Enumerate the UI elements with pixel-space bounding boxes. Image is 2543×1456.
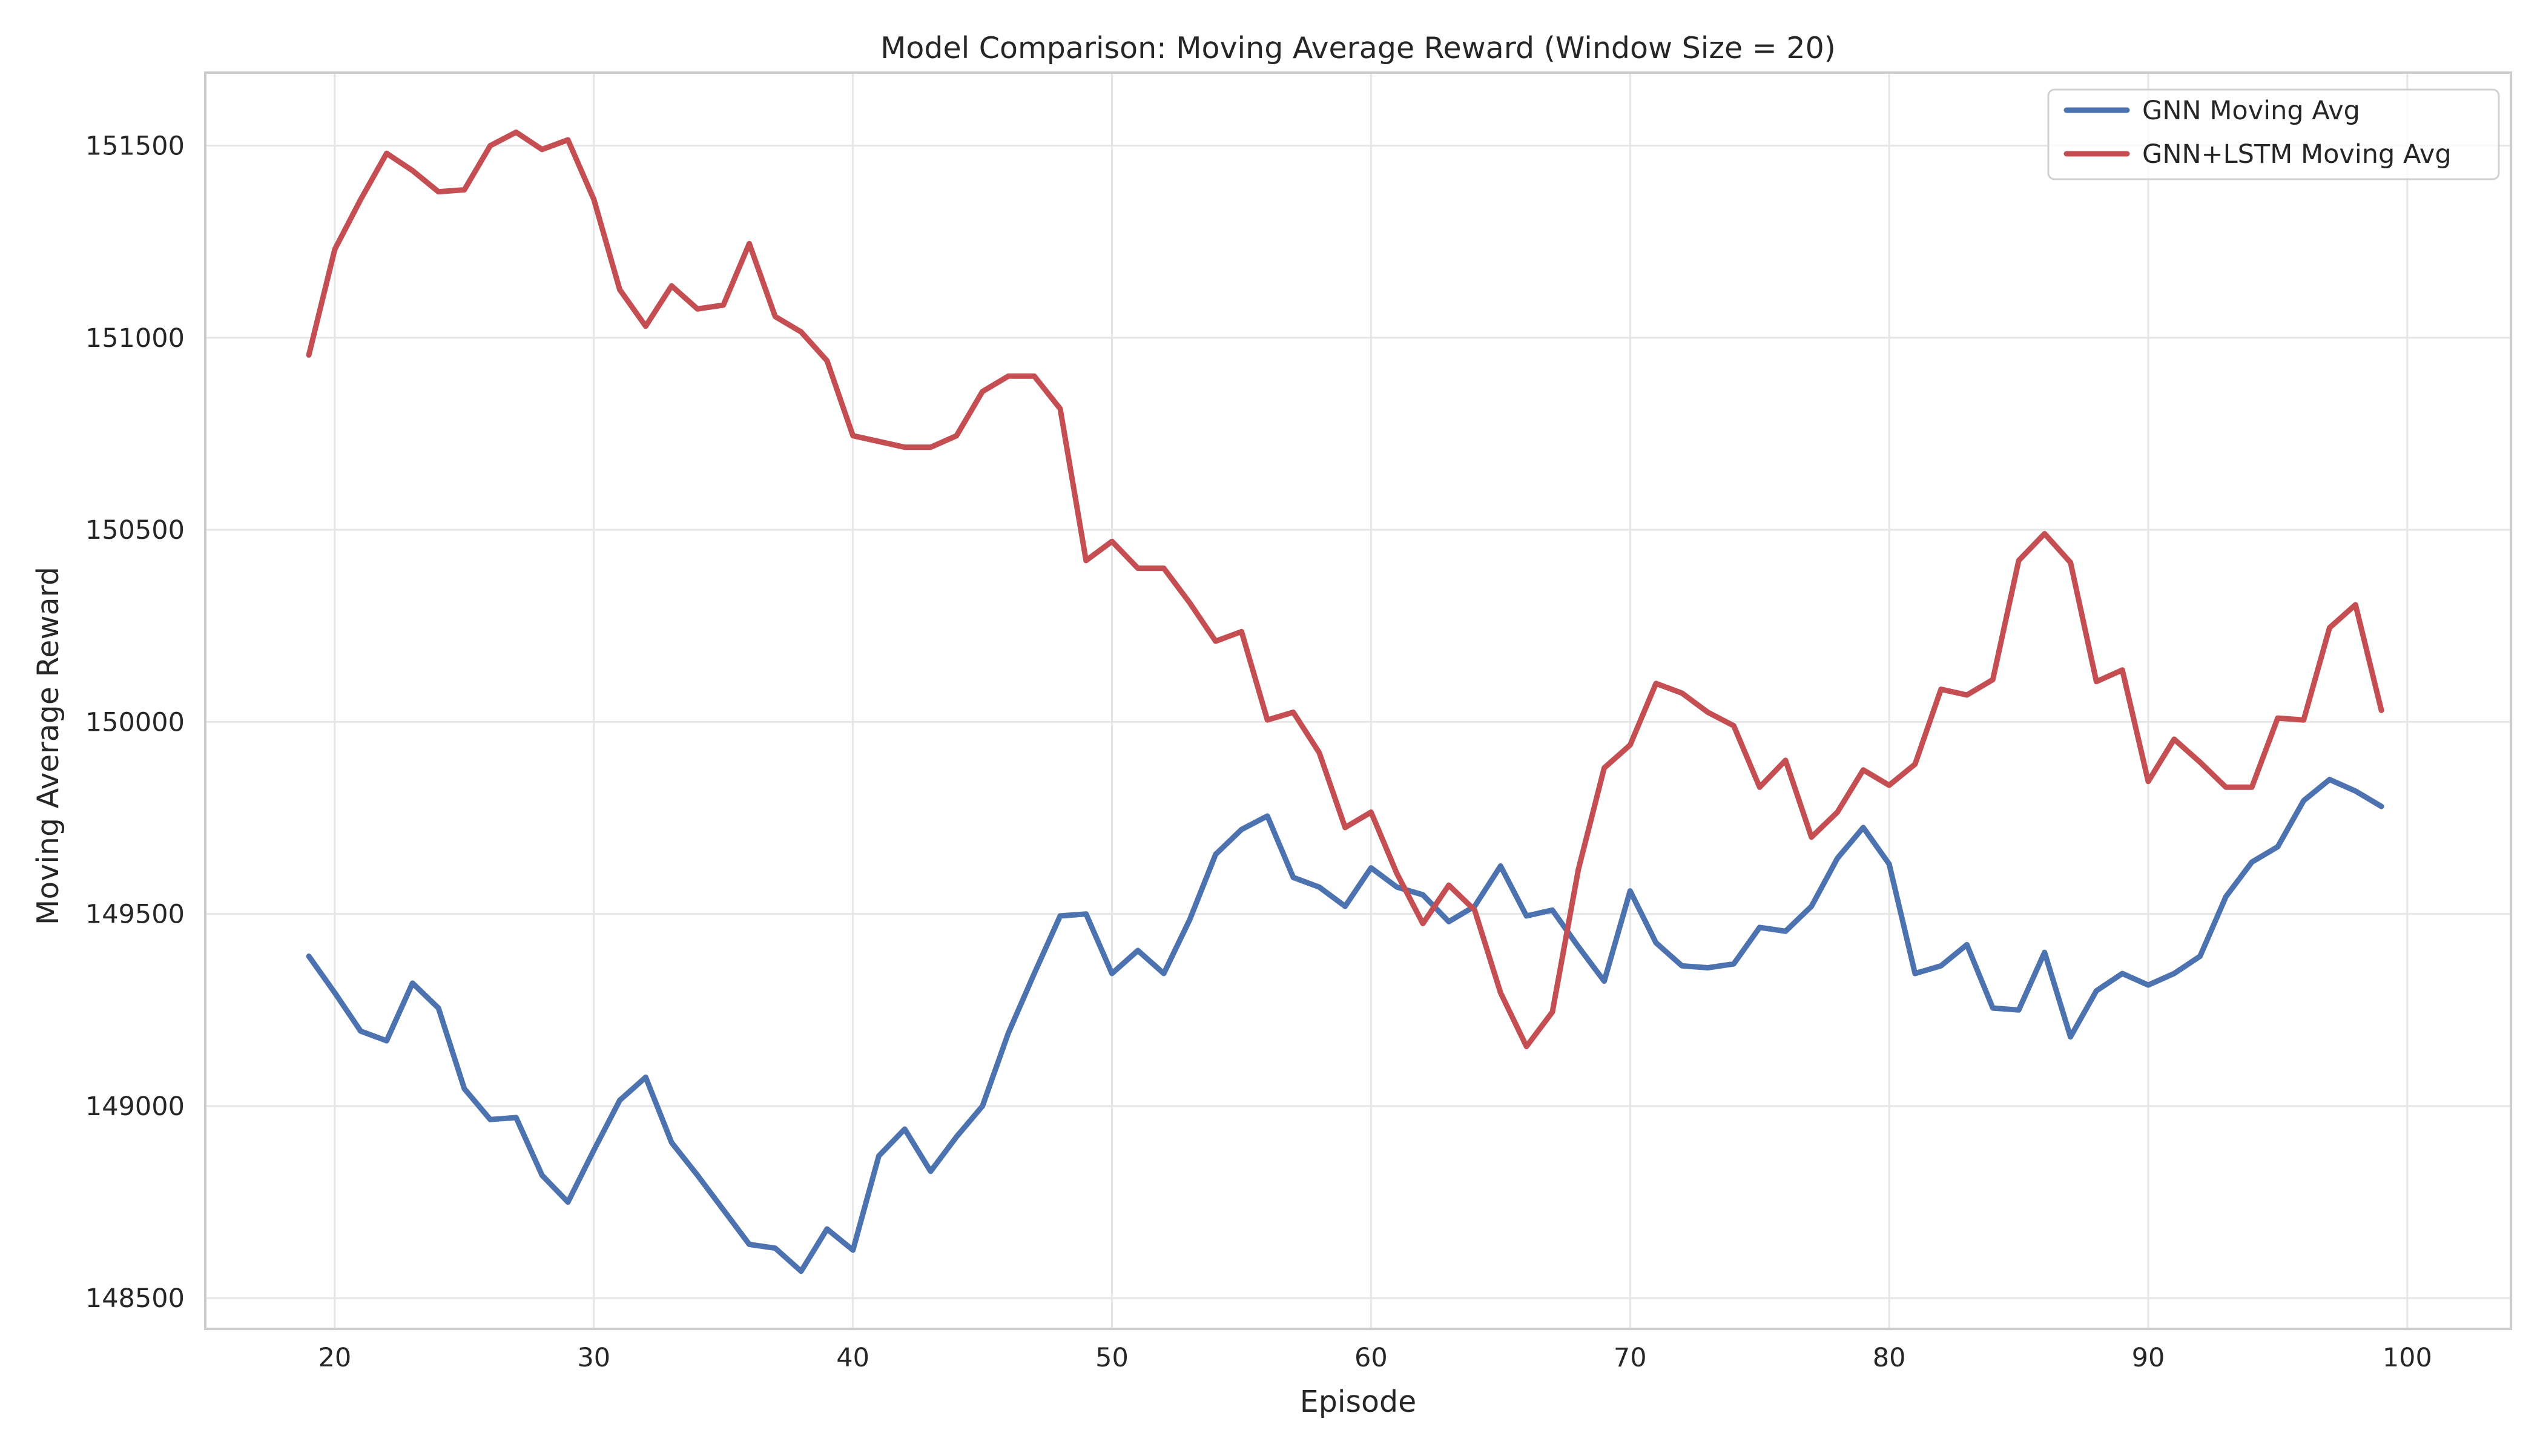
x-tick-label: 90	[2132, 1343, 2165, 1373]
y-tick-label: 148500	[85, 1283, 185, 1314]
y-tick-label: 149500	[85, 900, 185, 930]
ticks: 20 30 40 50 60 70 80 90 100 148500 149000 149500 150…	[85, 131, 2432, 1373]
plot-area	[205, 73, 2511, 1329]
x-tick-label: 50	[1095, 1343, 1129, 1373]
x-tick-label: 60	[1354, 1343, 1388, 1373]
plot-frame	[204, 71, 2512, 1330]
x-tick-label: 100	[2383, 1343, 2432, 1373]
y-tick-label: 149000	[85, 1092, 185, 1122]
grid	[205, 73, 2511, 1329]
y-tick-label: 150500	[85, 515, 185, 545]
y-tick-label: 151000	[85, 323, 185, 354]
x-axis-label: Episode	[1300, 1385, 1416, 1419]
chart-title: Model Comparison: Moving Average Reward …	[880, 31, 1836, 65]
legend-label: GNN+LSTM Moving Avg	[2142, 139, 2452, 170]
x-tick-label: 30	[577, 1343, 610, 1373]
x-tick-label: 40	[836, 1343, 869, 1373]
legend-label: GNN Moving Avg	[2142, 96, 2360, 126]
x-tick-label: 20	[318, 1343, 352, 1373]
x-tick-label: 70	[1614, 1343, 1647, 1373]
series-layer	[306, 129, 2384, 1274]
legend-box	[2047, 88, 2500, 180]
y-tick-label: 150000	[85, 707, 185, 737]
legend: GNN Moving Avg GNN+LSTM Moving Avg	[2047, 88, 2500, 180]
series-line-gnn-lstm	[306, 129, 2384, 1050]
x-tick-label: 80	[1873, 1343, 1906, 1373]
series-line-gnn	[306, 777, 2384, 1274]
y-axis-label: Moving Average Reward	[31, 567, 65, 925]
y-tick-label: 151500	[85, 131, 185, 162]
